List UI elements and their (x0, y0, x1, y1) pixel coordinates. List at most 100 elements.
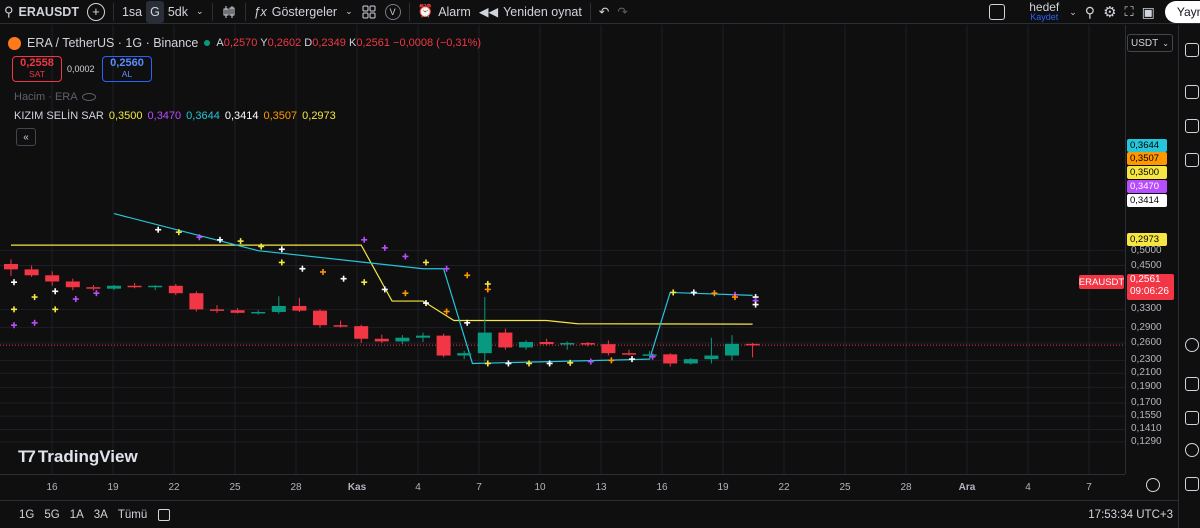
candle-body (313, 310, 327, 326)
date-range-icon[interactable] (158, 508, 171, 521)
last-price-tag: 0,2561 09:06:26 (1127, 274, 1174, 300)
candle-body (477, 332, 492, 354)
alert-button[interactable]: ⏰ Alarm (414, 1, 475, 23)
indicator-legend[interactable]: KIZIM SELİN SAR 0,3500 0,3470 0,3644 0,3… (14, 110, 336, 122)
replay-label: Yeniden oynat (503, 4, 582, 19)
open-label: A (216, 37, 224, 49)
undo-button[interactable]: ↶ (595, 1, 613, 23)
chart-type-button[interactable] (217, 1, 241, 23)
low-value: 0,2349 (312, 37, 346, 49)
help-icon[interactable] (1185, 443, 1199, 457)
candles-icon (223, 5, 235, 18)
time-tick-label: 28 (290, 482, 302, 493)
replay-button[interactable]: ◀◀ Yeniden oynat (475, 1, 586, 23)
notifications-icon[interactable] (1185, 411, 1199, 425)
candle-body (251, 311, 266, 314)
yellow-indicator-line (11, 244, 753, 325)
spacer (1009, 1, 1023, 23)
chevron-down-icon: ⌄ (1069, 6, 1077, 17)
era-logo-icon (8, 36, 21, 50)
range-all[interactable]: Tümü (117, 508, 148, 521)
watchlist-icon[interactable] (1185, 43, 1199, 57)
indicator-name: KIZIM SELİN SAR (14, 110, 104, 122)
buy-button[interactable]: 0,2560 AL (102, 56, 152, 82)
range-5d[interactable]: 5G (44, 508, 60, 521)
snapshot-button[interactable]: ▣ (1138, 1, 1159, 23)
interval-dropdown[interactable]: ⌄ (192, 1, 208, 23)
candle-body (580, 343, 595, 345)
time-tick-label: 4 (415, 482, 421, 493)
indicators-button[interactable]: ƒx Göstergeler (250, 1, 342, 23)
news-icon[interactable] (1185, 119, 1199, 133)
bottom-toolbar: 1G 5G 1A 3A Tümü 17:53:34 UTC+3 (0, 500, 1178, 528)
redo-button[interactable]: ↷ (613, 1, 631, 23)
alert-label: Alarm (438, 4, 471, 19)
range-3m[interactable]: 3A (93, 508, 108, 521)
hotkey-badge[interactable]: V (381, 1, 405, 23)
price-chart[interactable] (0, 25, 1125, 474)
candle-body (4, 263, 18, 270)
time-tick-label: 25 (839, 482, 851, 493)
candle-body (519, 341, 533, 348)
eye-hidden-icon[interactable] (81, 93, 96, 101)
range-1d[interactable]: 1G (19, 508, 35, 521)
layout-name-button[interactable]: hedef Kaydet (1023, 0, 1065, 22)
chart-settings-icon[interactable] (1146, 478, 1160, 492)
time-tick-label: 7 (476, 482, 482, 493)
layout-name: hedef (1029, 0, 1060, 14)
interval-1h[interactable]: 1sa (121, 4, 143, 19)
volume-legend[interactable]: Hacim · ERA (14, 91, 96, 103)
messages-icon[interactable] (1185, 477, 1199, 491)
indicator-value: 0,3507 (263, 110, 298, 122)
indicators-dropdown[interactable]: ⌄ (341, 1, 357, 23)
indicators-label: Göstergeler (271, 4, 338, 19)
search-icon: ⚲ (4, 3, 14, 19)
search-icon: ⚲ (1084, 3, 1096, 20)
indicator-price-tag: 0,2973 (1127, 233, 1167, 246)
utc-clock[interactable]: 17:53:34 UTC+3 (1088, 509, 1173, 521)
price-tick-label: 0,2600 (1131, 337, 1162, 349)
currency-label: USDT (1131, 37, 1159, 49)
currency-selector[interactable]: USDT ⌄ (1127, 34, 1173, 52)
price-tick-label: 0,1410 (1131, 423, 1162, 435)
price-tick-label: 0,2300 (1131, 354, 1162, 366)
symbol-search[interactable]: ⚲ ERAUSDT (0, 1, 83, 23)
candle-body (127, 285, 142, 288)
price-axis[interactable] (1125, 25, 1173, 474)
indicator-price-tag: 0,3500 (1127, 166, 1167, 179)
symbol-legend[interactable]: ERA / TetherUS · 1G · Binance A0,2570 Y0… (8, 36, 481, 50)
candle-body (230, 310, 245, 313)
candle-body (168, 285, 183, 294)
candle-body (189, 293, 204, 310)
chart-pane[interactable] (0, 25, 1125, 474)
candle-body (725, 343, 739, 356)
compare-symbol-button[interactable]: + (83, 1, 109, 23)
buy-label: AL (121, 69, 133, 79)
range-1m[interactable]: 1A (69, 508, 84, 521)
collapse-legend-button[interactable]: « (16, 128, 36, 146)
settings-button[interactable]: ⚙ (1099, 1, 1120, 23)
candle-body (86, 287, 101, 289)
symbol-name: ERAUSDT (18, 4, 79, 19)
price-tick-label: 0,5000 (1131, 244, 1162, 256)
templates-button[interactable] (357, 1, 381, 23)
layout-dropdown[interactable]: ⌄ (1065, 1, 1081, 23)
watermark-text: TradingView (37, 447, 138, 466)
alerts-icon[interactable] (1185, 85, 1199, 99)
interval-1d[interactable]: G (146, 0, 164, 23)
publish-button[interactable]: Yaynl (1164, 1, 1200, 23)
sell-button[interactable]: 0,2558 SAT (12, 56, 62, 82)
tradingview-logo-icon: T7 (18, 447, 36, 466)
ideas-icon[interactable] (1185, 338, 1199, 352)
quick-search-button[interactable]: ⚲ (1081, 1, 1099, 23)
interval-5m[interactable]: 5dk (167, 4, 188, 19)
chat-icon[interactable] (1185, 153, 1199, 167)
candle-body (416, 335, 430, 338)
calendar-icon[interactable] (1185, 377, 1199, 391)
layout-toggle-button[interactable] (985, 1, 1009, 23)
candle-body (45, 275, 60, 282)
fullscreen-button[interactable]: ⛶ (1121, 1, 1138, 23)
spread-value: 0,0002 (67, 64, 95, 74)
close-value: 0,2561 (356, 37, 390, 49)
time-axis[interactable]: 16 19 22 25 28 Kas 4 7 10 13 16 19 22 25 28 Ara 4 7 (0, 474, 1125, 498)
